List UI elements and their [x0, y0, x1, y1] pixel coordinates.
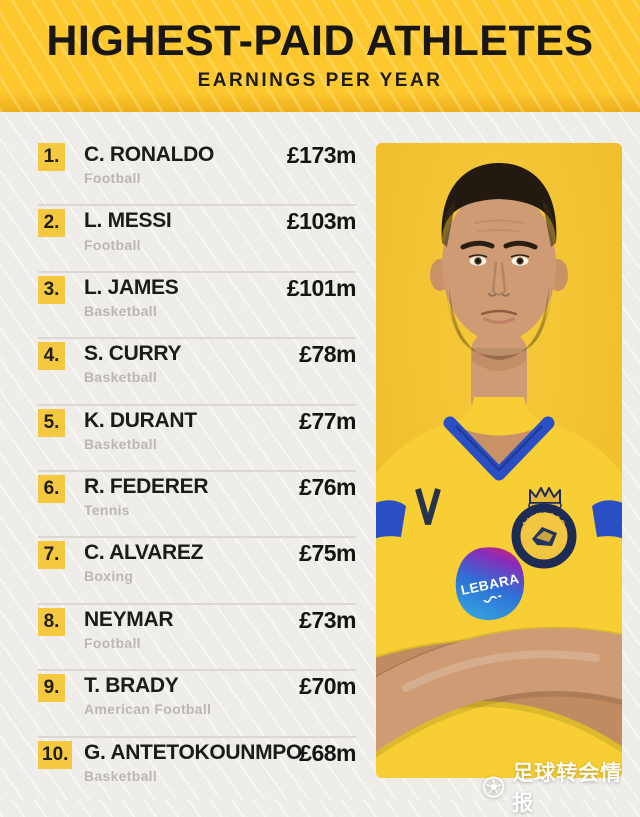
list-item: 3. L. JAMES Basketball £101m [38, 273, 357, 340]
athlete-sport: Tennis [84, 502, 130, 519]
athlete-earnings: £101m [286, 274, 357, 301]
face [430, 163, 568, 360]
rank-badge: 7. [38, 541, 65, 570]
athlete-sport: American Football [84, 701, 212, 718]
list-item: 7. C. ALVAREZ Boxing £75m [38, 538, 356, 605]
athlete-ranking-list: 1. C. RONALDO Football £173m 2. L. MESSI… [38, 140, 357, 804]
list-item: 2. L. MESSI Football £103m [38, 206, 357, 273]
athlete-name: C. RONALDO [84, 143, 214, 166]
athlete-sport: Football [84, 236, 141, 253]
al-nassr-crest: AL NASSR FOOTBALL CLUB [511, 487, 577, 569]
rank-badge: 8. [38, 607, 65, 636]
athlete-name: L. JAMES [84, 275, 179, 299]
athlete-sport: Football [84, 634, 141, 651]
athlete-earnings: £78m [299, 341, 356, 368]
sponsor-arabic-mark [483, 595, 502, 603]
rank-badge: 6. [38, 474, 65, 503]
list-item: 9. T. BRADY American Football £70m [38, 671, 356, 738]
kit-logo-v [415, 488, 441, 525]
page-title: HIGHEST-PAID ATHLETES [46, 17, 594, 65]
athlete-earnings: £73m [299, 606, 356, 633]
header-banner: HIGHEST-PAID ATHLETES EARNINGS PER YEAR [0, 0, 640, 112]
crossed-arms [376, 626, 622, 759]
ronaldo-portrait-illustration: AL NASSR FOOTBALL CLUB LEBARA [376, 143, 622, 778]
athlete-name: K. DURANT [84, 408, 197, 432]
athlete-name: L. MESSI [84, 209, 172, 233]
watermark: 足球转会情报 [482, 757, 640, 817]
rank-badge: 1. [38, 143, 65, 171]
athlete-sport: Basketball [84, 435, 158, 452]
rank-badge: 4. [38, 342, 65, 371]
athlete-sport: Basketball [84, 767, 158, 784]
watermark-text: 足球转会情报 [512, 762, 623, 815]
athlete-earnings: £173m [286, 142, 357, 168]
athlete-earnings: £70m [299, 673, 356, 700]
rank-badge: 9. [38, 674, 65, 703]
athlete-earnings: £68m [299, 739, 356, 766]
rank-badge: 2. [38, 209, 65, 238]
rank-badge: 10. [38, 740, 73, 769]
list-item: 4. S. CURRY Basketball £78m [38, 339, 356, 406]
list-item: 8. NEYMAR Football £73m [38, 605, 356, 672]
athlete-name: G. ANTETOKOUNMPO [84, 740, 303, 764]
athlete-name: S. CURRY [84, 342, 182, 366]
athlete-sport: Basketball [84, 302, 158, 319]
soccer-ball-icon [483, 776, 505, 798]
rank-badge: 5. [38, 408, 65, 437]
athlete-earnings: £76m [299, 473, 356, 500]
athlete-name: C. ALVAREZ [84, 541, 204, 565]
athlete-sport: Boxing [84, 568, 134, 585]
athlete-earnings: £75m [299, 540, 356, 567]
page-subtitle: EARNINGS PER YEAR [197, 70, 443, 91]
rank-badge: 3. [38, 275, 65, 304]
athlete-earnings: £103m [286, 208, 357, 235]
list-item: 5. K. DURANT Basketball £77m [38, 406, 356, 472]
athlete-sport: Football [84, 170, 141, 187]
athlete-name: R. FEDERER [84, 474, 209, 498]
athlete-sport: Basketball [84, 369, 158, 386]
athlete-name: T. BRADY [84, 674, 179, 698]
list-item: 6. R. FEDERER Tennis £76m [38, 472, 356, 539]
athlete-name: NEYMAR [84, 607, 174, 631]
list-item: 1. C. RONALDO Football £173m [38, 140, 357, 207]
athlete-photo: AL NASSR FOOTBALL CLUB LEBARA [376, 143, 622, 778]
list-item: 10. G. ANTETOKOUNMPO Basketball £68m [38, 738, 356, 804]
sponsor-badge: LEBARA [455, 547, 525, 621]
athlete-earnings: £77m [299, 407, 356, 434]
